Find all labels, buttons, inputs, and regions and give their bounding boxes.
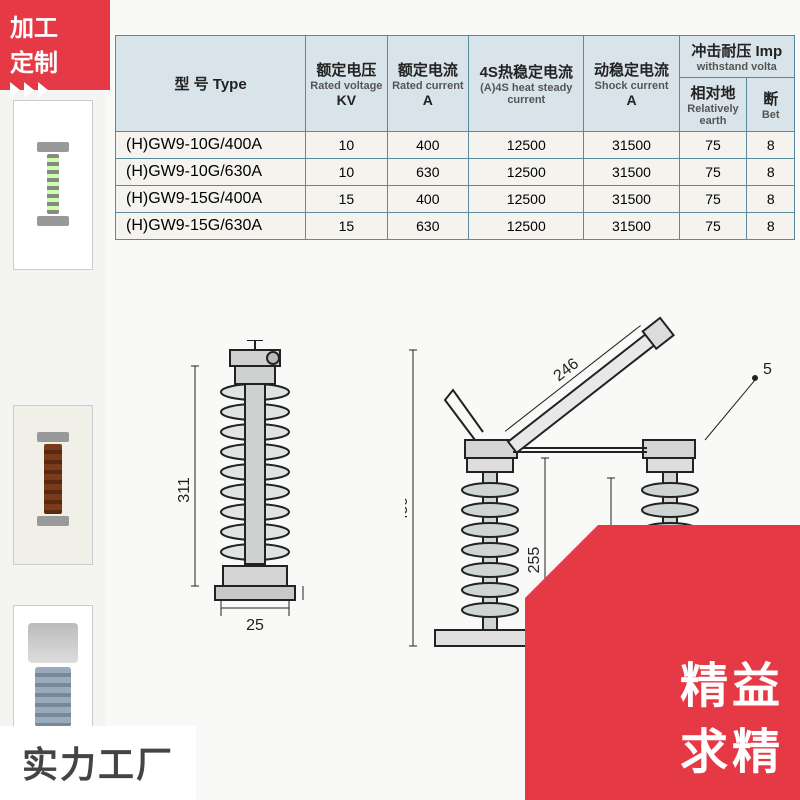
promo-bottom-right: 精益 求精 (525, 525, 800, 800)
table-row: (H)GW9-15G/630A 15630 1250031500 758 (116, 213, 795, 240)
th-impulse-group: 冲击耐压 Imp withstand volta (679, 36, 794, 78)
th-model: 型 号 Type (116, 36, 306, 132)
th-shock: 动稳定电流 Shock current A (584, 36, 679, 132)
br-line-2: 求精 (680, 712, 784, 782)
promo-bottom-left: 实力工厂 (0, 726, 196, 800)
table-row: (H)GW9-10G/630A 10630 1250031500 758 (116, 159, 795, 186)
br-line-1: 精益 (680, 646, 784, 716)
promo-badge-top-left: 加工 定制 (0, 0, 110, 90)
drawing-single-insulator: 311 25 (175, 340, 335, 700)
th-rel-earth: 相对地 Relatively earth (679, 78, 747, 132)
th-between: 断 Bet (747, 78, 795, 132)
dim-callout-5: 5 (763, 361, 772, 378)
dim-246: 246 (551, 355, 583, 385)
th-current: 额定电流 Rated current A (387, 36, 468, 132)
spec-table: 型 号 Type 额定电压 Rated voltage KV 额定电流 Rate… (115, 35, 795, 240)
th-4s-heat: 4S热稳定电流 (A)4S heat steady current (469, 36, 584, 132)
thumb-mid (13, 405, 93, 565)
th-voltage: 额定电压 Rated voltage KV (306, 36, 387, 132)
badge-arrows-icon (10, 82, 100, 98)
badge-line-2: 定制 (10, 43, 100, 78)
left-thumbnail-strip (0, 0, 105, 800)
badge-line-1: 加工 (10, 8, 100, 43)
dim-25: 25 (246, 617, 264, 634)
table-row: (H)GW9-10G/400A 10400 1250031500 758 (116, 132, 795, 159)
thumb-bot (13, 605, 93, 745)
thumb-top (13, 100, 93, 270)
table-header-row-1: 型 号 Type 额定电压 Rated voltage KV 额定电流 Rate… (116, 36, 795, 78)
dim-311: 311 (176, 477, 193, 503)
table-row: (H)GW9-15G/400A 15400 1250031500 758 (116, 186, 795, 213)
spec-table-wrap: 型 号 Type 额定电压 Rated voltage KV 额定电流 Rate… (115, 35, 795, 240)
dim-456: 456 (405, 497, 411, 522)
